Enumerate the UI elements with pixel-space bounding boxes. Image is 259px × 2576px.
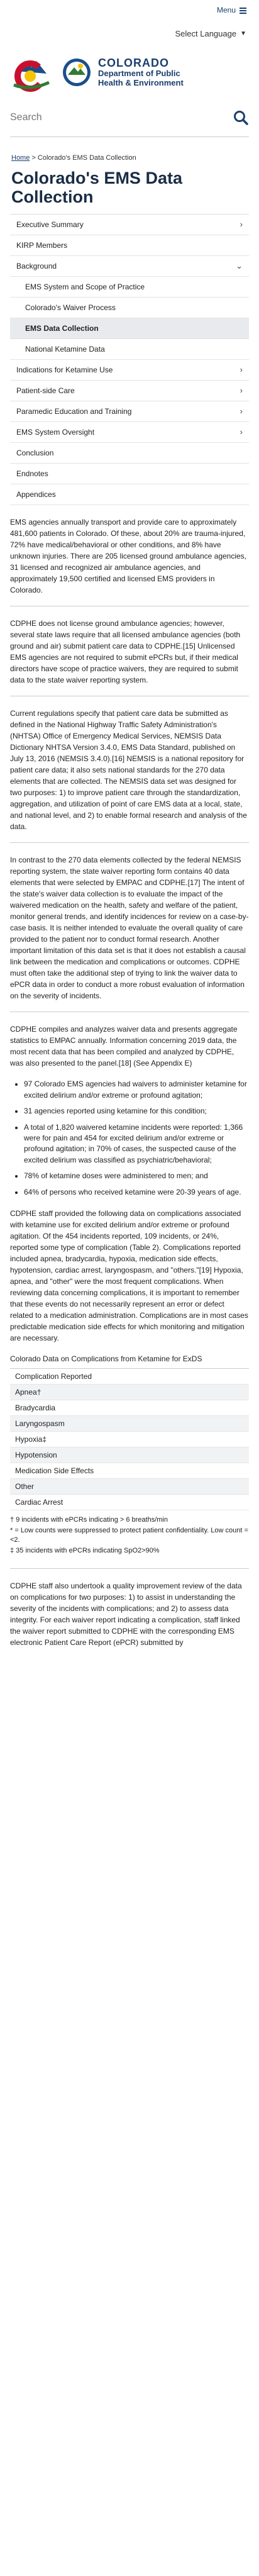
chevron-right-icon: › <box>240 364 243 376</box>
nav-item-kirp-members[interactable]: KIRP Members <box>10 235 249 256</box>
nav-item-colorado-s-waiver-process[interactable]: Colorado's Waiver Process <box>10 298 249 318</box>
logo-line-3: Health & Environment <box>98 79 184 88</box>
footnote: † 9 incidents with ePCRs indicating > 6 … <box>10 1515 249 1525</box>
nav-item-label: Indications for Ketamine Use <box>16 365 113 376</box>
nav-item-label: Paramedic Education and Training <box>16 406 131 417</box>
top-bar: Menu <box>0 0 259 21</box>
nav-item-label: Patient-side Care <box>16 386 75 396</box>
paragraph-quality-review: CDPHE staff also undertook a quality imp… <box>10 1580 249 1648</box>
paragraph-aggregate-stats: CDPHE compiles and analyzes waiver data … <box>10 1023 249 1069</box>
cdphe-seal-logo <box>62 57 92 87</box>
section-navigation: Executive Summary › KIRP Members Background… <box>10 214 249 505</box>
nav-item-label: Executive Summary <box>16 220 84 230</box>
nav-item-label: Conclusion <box>16 448 53 459</box>
list-item: 64% of persons who received ketamine wer… <box>24 1187 249 1198</box>
nav-item-ems-system-oversight[interactable]: EMS System Oversight › <box>10 422 249 443</box>
nav-item-endnotes[interactable]: Endnotes <box>10 464 249 484</box>
department-name: COLORADO Department of Public Health & E… <box>98 57 184 89</box>
breadcrumb: Home > Colorado's EMS Data Collection <box>0 137 259 169</box>
search-input[interactable] <box>10 112 233 123</box>
nav-item-indications-for-ketamine-use[interactable]: Indications for Ketamine Use › <box>10 360 249 381</box>
nav-item-label: KIRP Members <box>16 240 67 251</box>
nav-item-executive-summary[interactable]: Executive Summary › <box>10 215 249 235</box>
table-row: Bradycardia <box>10 1400 249 1416</box>
logo-line-1: COLORADO <box>98 57 184 70</box>
language-label: Select Language <box>175 28 237 40</box>
nav-item-ems-data-collection[interactable]: EMS Data Collection <box>10 318 249 339</box>
list-item: 31 agencies reported using ketamine for … <box>24 1106 249 1117</box>
nav-item-label: EMS Data Collection <box>25 323 99 334</box>
complications-table: Complication Reported Apnea† Bradycardia La… <box>10 1368 249 1510</box>
chevron-down-icon: ⌄ <box>236 260 243 272</box>
nav-item-national-ketamine-data[interactable]: National Ketamine Data <box>10 339 249 360</box>
colorado-flag-logo-icon <box>11 52 55 92</box>
table-row: Cardiac Arrest <box>10 1495 249 1510</box>
nav-item-paramedic-education-and-training[interactable]: Paramedic Education and Training › <box>10 401 249 422</box>
divider <box>10 842 249 843</box>
site-logo[interactable]: COLORADO Department of Public Health & E… <box>0 47 259 98</box>
footnote: * = Low counts were suppressed to protec… <box>10 1526 249 1545</box>
nav-item-label: Colorado's Waiver Process <box>25 303 116 313</box>
table-header: Complication Reported <box>10 1369 249 1385</box>
nav-item-conclusion[interactable]: Conclusion <box>10 443 249 464</box>
nav-item-label: Endnotes <box>16 469 48 479</box>
table-row: Hypotension <box>10 1447 249 1463</box>
paragraph-regulations: Current regulations specify that patient… <box>10 708 249 832</box>
breadcrumb-home-link[interactable]: Home <box>11 154 30 162</box>
nav-item-label: Background <box>16 261 57 272</box>
breadcrumb-separator: > <box>31 154 35 162</box>
main-content: EMS agencies annually transport and prov… <box>0 516 259 1648</box>
breadcrumb-current: Colorado's EMS Data Collection <box>38 154 136 162</box>
footnote: ‡ 35 incidents with ePCRs indicating SpO… <box>10 1546 249 1556</box>
divider <box>10 1568 249 1569</box>
nav-item-background[interactable]: Background ⌄ <box>10 256 249 277</box>
table-caption: Colorado Data on Complications from Keta… <box>10 1354 249 1364</box>
list-item: 97 Colorado EMS agencies had waivers to … <box>24 1079 249 1101</box>
paragraph-waiver-reporting: In contrast to the 270 data elements col… <box>10 854 249 1001</box>
chevron-right-icon: › <box>240 385 243 397</box>
table-row: Laryngospasm <box>10 1416 249 1432</box>
search-icon[interactable] <box>233 109 249 126</box>
table-row: Apnea† <box>10 1385 249 1400</box>
list-item: A total of 1,820 waivered ketamine incid… <box>24 1122 249 1166</box>
chevron-right-icon: › <box>240 219 243 231</box>
nav-item-label: Appendices <box>16 489 56 500</box>
chevron-down-icon: ▼ <box>240 30 246 39</box>
menu-label: Menu <box>217 5 236 16</box>
nav-item-label: National Ketamine Data <box>25 344 105 355</box>
chevron-right-icon: › <box>240 427 243 438</box>
paragraph-overview: EMS agencies annually transport and prov… <box>10 516 249 596</box>
nav-item-ems-system-and-scope-of-practice[interactable]: EMS System and Scope of Practice <box>10 277 249 298</box>
table-footnotes: † 9 incidents with ePCRs indicating > 6 … <box>10 1515 249 1555</box>
search-bar <box>10 98 249 137</box>
nav-item-label: EMS System and Scope of Practice <box>25 282 145 293</box>
table-row: Medication Side Effects <box>10 1463 249 1479</box>
statistics-list: 97 Colorado EMS agencies had waivers to … <box>10 1079 249 1198</box>
nav-item-patient-side-care[interactable]: Patient-side Care › <box>10 381 249 401</box>
nav-item-label: EMS System Oversight <box>16 427 94 438</box>
language-selector[interactable]: Select Language ▼ <box>0 21 259 47</box>
chevron-right-icon: › <box>240 406 243 418</box>
hamburger-icon <box>240 8 246 14</box>
list-item: 78% of ketamine doses were administered … <box>24 1171 249 1181</box>
nav-item-appendices[interactable]: Appendices <box>10 484 249 505</box>
page-title: Colorado's EMS Data Collection <box>0 169 259 214</box>
paragraph-complications: CDPHE staff provided the following data … <box>10 1208 249 1344</box>
menu-button[interactable]: Menu <box>217 5 246 16</box>
table-row: Other <box>10 1479 249 1495</box>
paragraph-licensing: CDPHE does not license ground ambulance … <box>10 618 249 686</box>
logo-line-2: Department of Public <box>98 69 184 79</box>
table-row: Hypoxia‡ <box>10 1432 249 1447</box>
